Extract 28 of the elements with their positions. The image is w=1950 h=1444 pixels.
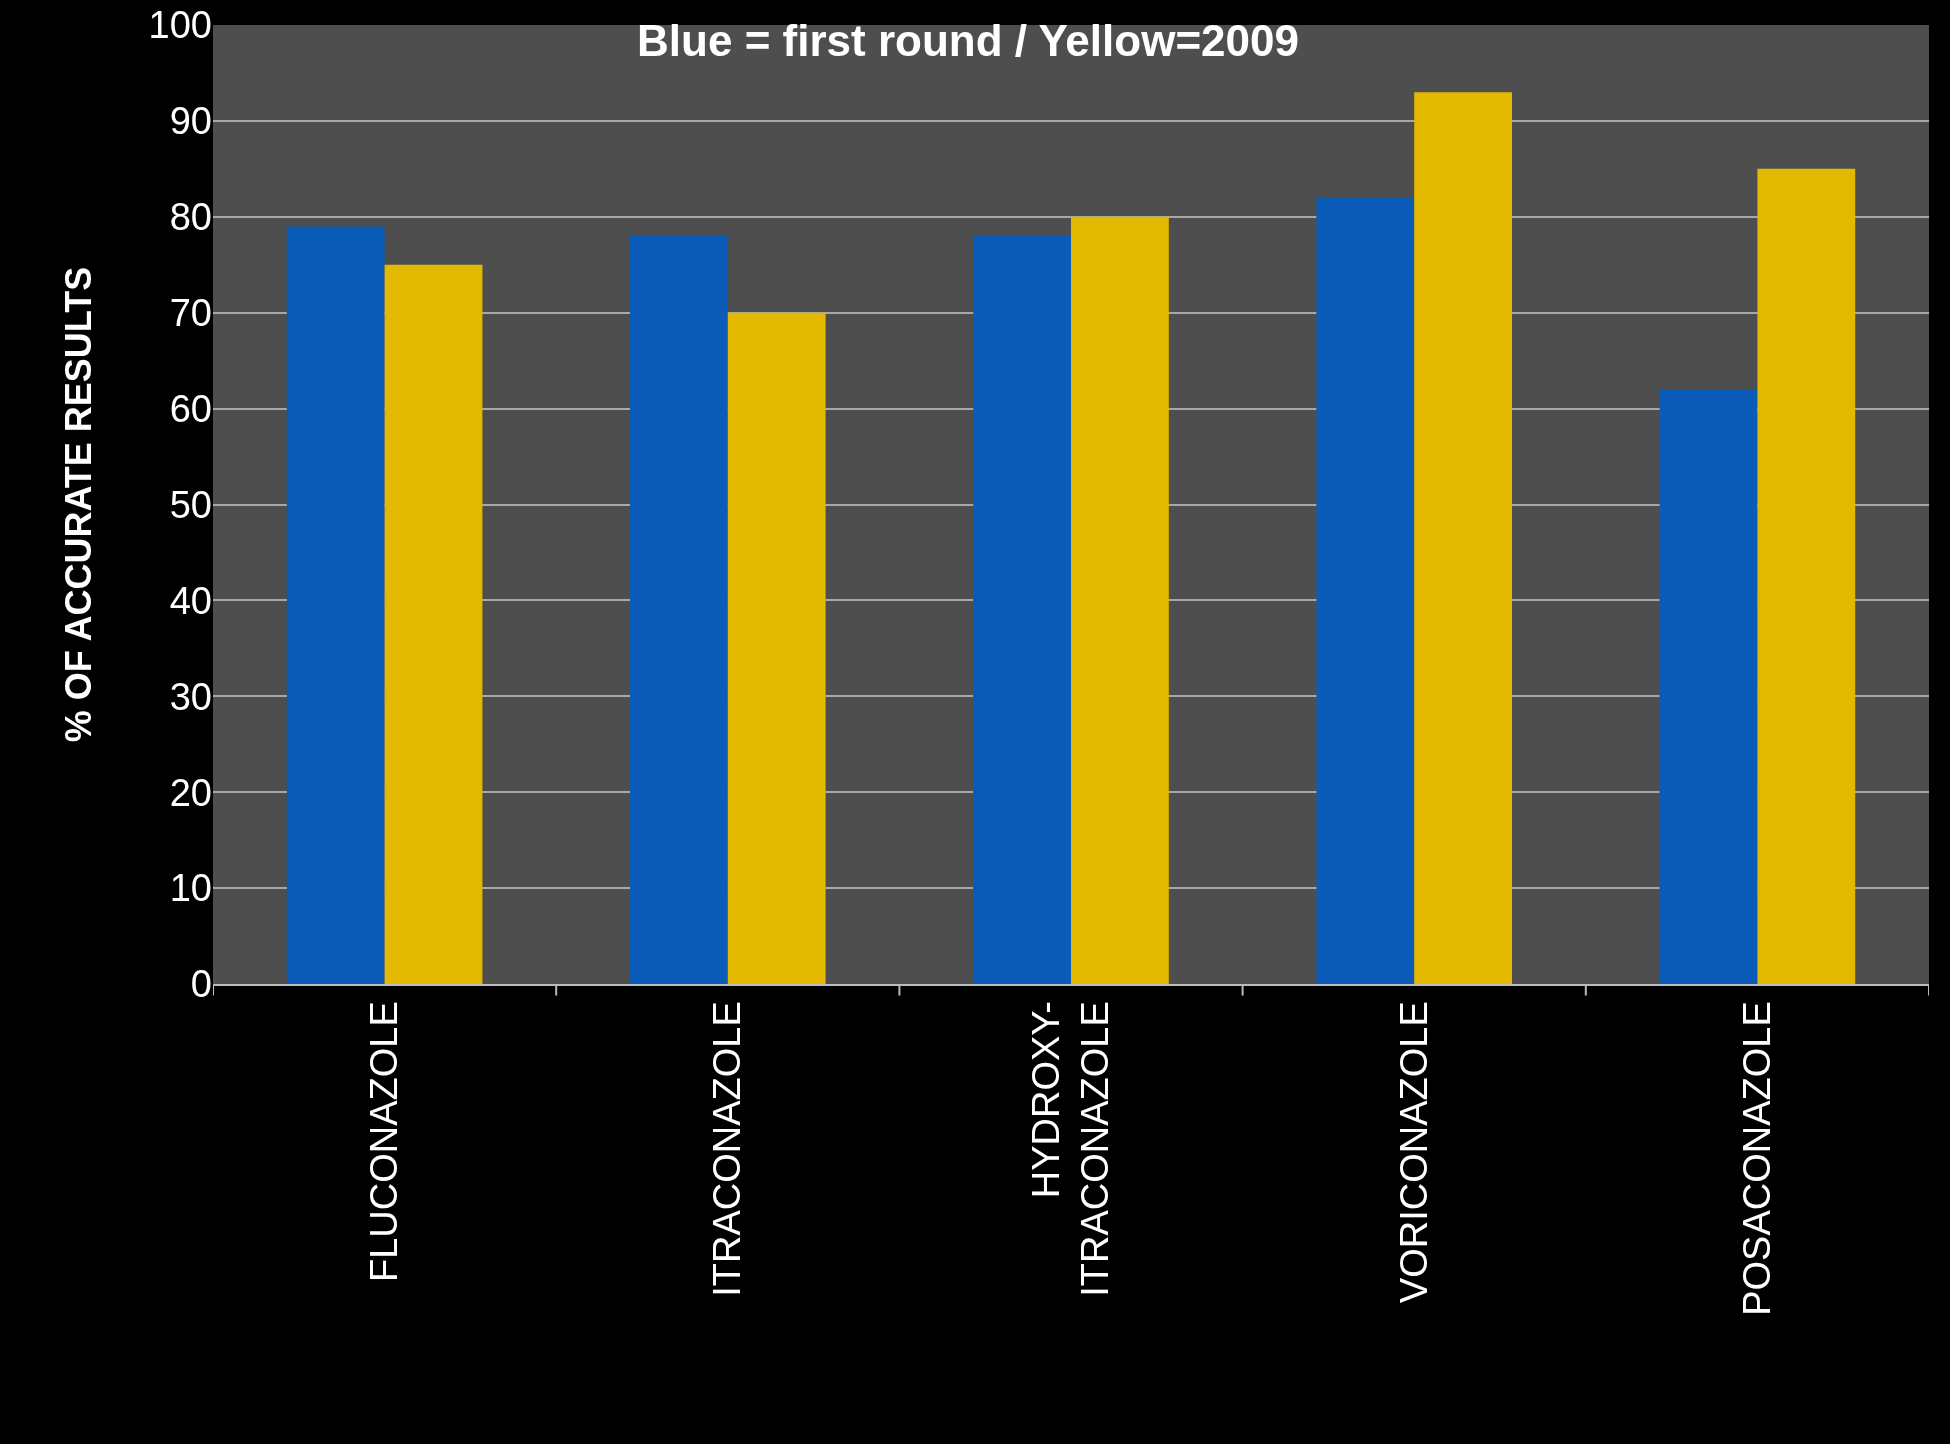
bar xyxy=(1071,216,1169,984)
y-tick-label: 80 xyxy=(169,196,212,239)
x-tick-label: HYDROXY- ITRACONAZOLE xyxy=(1024,1001,1117,1297)
bar xyxy=(1316,197,1415,984)
x-tick-label: ITRACONAZOLE xyxy=(706,1001,749,1297)
y-tick-label: 40 xyxy=(169,579,212,622)
bar xyxy=(384,264,483,984)
x-tick-label: VORICONAZOLE xyxy=(1392,1001,1435,1304)
y-tick-label: 30 xyxy=(169,675,212,718)
bar xyxy=(1659,389,1758,984)
bar xyxy=(973,235,1071,984)
bar xyxy=(286,226,385,984)
y-tick-label: 10 xyxy=(169,867,212,910)
y-tick-label: 70 xyxy=(169,292,212,334)
y-tick-label: 90 xyxy=(169,100,212,143)
y-tick-label: 100 xyxy=(148,4,212,47)
x-tick-label: FLUCONAZOLE xyxy=(362,1001,405,1283)
y-axis-title: % OF ACCURATE RESULTS xyxy=(58,266,100,743)
y-tick-label: 60 xyxy=(169,387,212,430)
bar xyxy=(629,235,728,984)
chart-title: Blue = first round / Yellow=2009 xyxy=(637,15,1299,65)
bar xyxy=(727,312,826,984)
y-tick-label: 50 xyxy=(169,483,212,526)
y-tick-label: 0 xyxy=(190,963,212,1006)
y-tick-label: 20 xyxy=(169,771,212,814)
bar xyxy=(1414,92,1513,984)
bar xyxy=(1757,168,1856,984)
x-tick-label: POSACONAZOLE xyxy=(1735,1001,1778,1316)
